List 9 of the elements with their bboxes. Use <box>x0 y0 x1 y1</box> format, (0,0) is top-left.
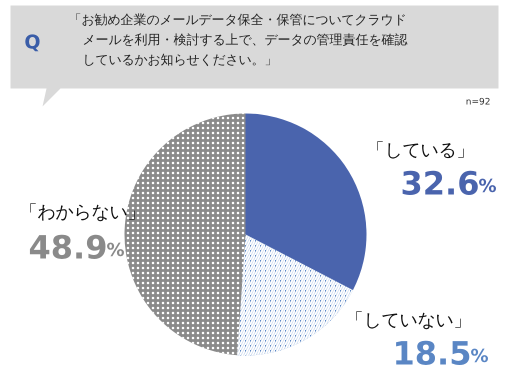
text: Q <box>24 32 41 54</box>
data-label: 18.5% <box>392 334 489 372</box>
data-label: 48.9% <box>28 228 125 266</box>
data-label: 32.6% <box>400 164 497 202</box>
slice-label: 「している」 <box>366 140 474 161</box>
slice-label: 「していない」 <box>346 310 472 331</box>
slice-label: 「わからない」 <box>20 202 146 223</box>
chart-title: 「お勧め企業のメールデータ保全・保管についてクラウドメールを利用・検討する上で、データの管理責任を確認しているかお知らせください。」 <box>68 13 408 68</box>
text: n=92 <box>466 98 491 108</box>
